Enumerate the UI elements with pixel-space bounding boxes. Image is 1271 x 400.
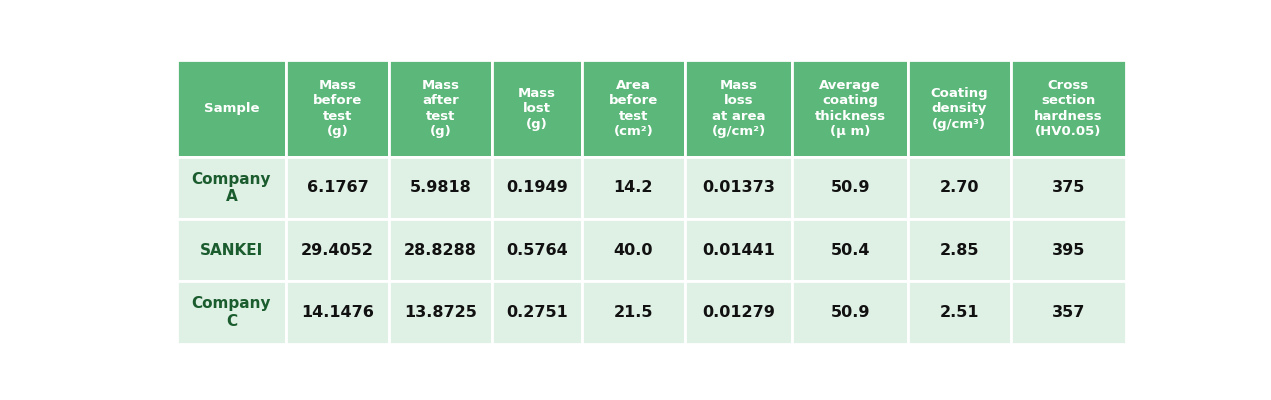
Text: 21.5: 21.5 [614, 305, 653, 320]
Bar [582, 60, 685, 157]
Text: 50.9: 50.9 [830, 305, 869, 320]
Text: 375: 375 [1051, 180, 1085, 196]
Text: Area
before
test
(cm²): Area before test (cm²) [609, 79, 658, 138]
Bar [685, 157, 792, 219]
Text: 28.8288: 28.8288 [404, 243, 477, 258]
Text: 50.9: 50.9 [830, 180, 869, 196]
Text: 50.4: 50.4 [830, 243, 869, 258]
Bar [177, 282, 286, 344]
Text: 6.1767: 6.1767 [306, 180, 369, 196]
Bar [1010, 282, 1126, 344]
Text: Coating
density
(g/cm³): Coating density (g/cm³) [930, 86, 988, 130]
Text: 2.70: 2.70 [939, 180, 979, 196]
Bar [907, 157, 1010, 219]
Bar [492, 157, 582, 219]
Text: 2.51: 2.51 [939, 305, 979, 320]
Bar [792, 60, 907, 157]
Text: 0.01279: 0.01279 [702, 305, 775, 320]
Text: 14.1476: 14.1476 [301, 305, 374, 320]
Text: 13.8725: 13.8725 [404, 305, 477, 320]
Bar [492, 282, 582, 344]
Text: Mass
loss
at area
(g/cm²): Mass loss at area (g/cm²) [712, 79, 765, 138]
Text: 0.5764: 0.5764 [506, 243, 568, 258]
Bar [792, 157, 907, 219]
Text: 29.4052: 29.4052 [301, 243, 374, 258]
Bar [177, 60, 286, 157]
Bar [389, 219, 492, 282]
Bar [907, 282, 1010, 344]
Bar [792, 282, 907, 344]
Text: 40.0: 40.0 [614, 243, 653, 258]
Text: Mass
after
test
(g): Mass after test (g) [422, 79, 459, 138]
Bar [1010, 157, 1126, 219]
Text: SANKEI: SANKEI [200, 243, 263, 258]
Text: 0.01441: 0.01441 [702, 243, 775, 258]
Text: 395: 395 [1051, 243, 1085, 258]
Bar [389, 157, 492, 219]
Bar [907, 60, 1010, 157]
Text: Mass
before
test
(g): Mass before test (g) [313, 79, 362, 138]
Text: Sample: Sample [203, 102, 259, 115]
Text: Average
coating
thickness
(μ m): Average coating thickness (μ m) [815, 79, 886, 138]
Bar [685, 219, 792, 282]
Bar [492, 60, 582, 157]
Text: 0.1949: 0.1949 [506, 180, 568, 196]
Bar [389, 60, 492, 157]
Bar [492, 219, 582, 282]
Text: 357: 357 [1051, 305, 1085, 320]
Bar [907, 219, 1010, 282]
Text: Company
C: Company C [192, 296, 271, 329]
Bar [685, 282, 792, 344]
Text: 14.2: 14.2 [614, 180, 653, 196]
Text: Company
A: Company A [192, 172, 271, 204]
Bar [286, 60, 389, 157]
Bar [177, 219, 286, 282]
Bar [286, 282, 389, 344]
Bar [685, 60, 792, 157]
Text: 0.01373: 0.01373 [702, 180, 775, 196]
Bar [286, 219, 389, 282]
Bar [177, 157, 286, 219]
Text: 5.9818: 5.9818 [409, 180, 472, 196]
Text: 0.2751: 0.2751 [506, 305, 568, 320]
Bar [582, 282, 685, 344]
Bar [389, 282, 492, 344]
Text: 2.85: 2.85 [939, 243, 979, 258]
Bar [1010, 219, 1126, 282]
Text: Cross
section
hardness
(HV0.05): Cross section hardness (HV0.05) [1035, 79, 1103, 138]
Text: Mass
lost
(g): Mass lost (g) [517, 86, 555, 130]
Bar [792, 219, 907, 282]
Bar [1010, 60, 1126, 157]
Bar [582, 157, 685, 219]
Bar [286, 157, 389, 219]
Bar [582, 219, 685, 282]
